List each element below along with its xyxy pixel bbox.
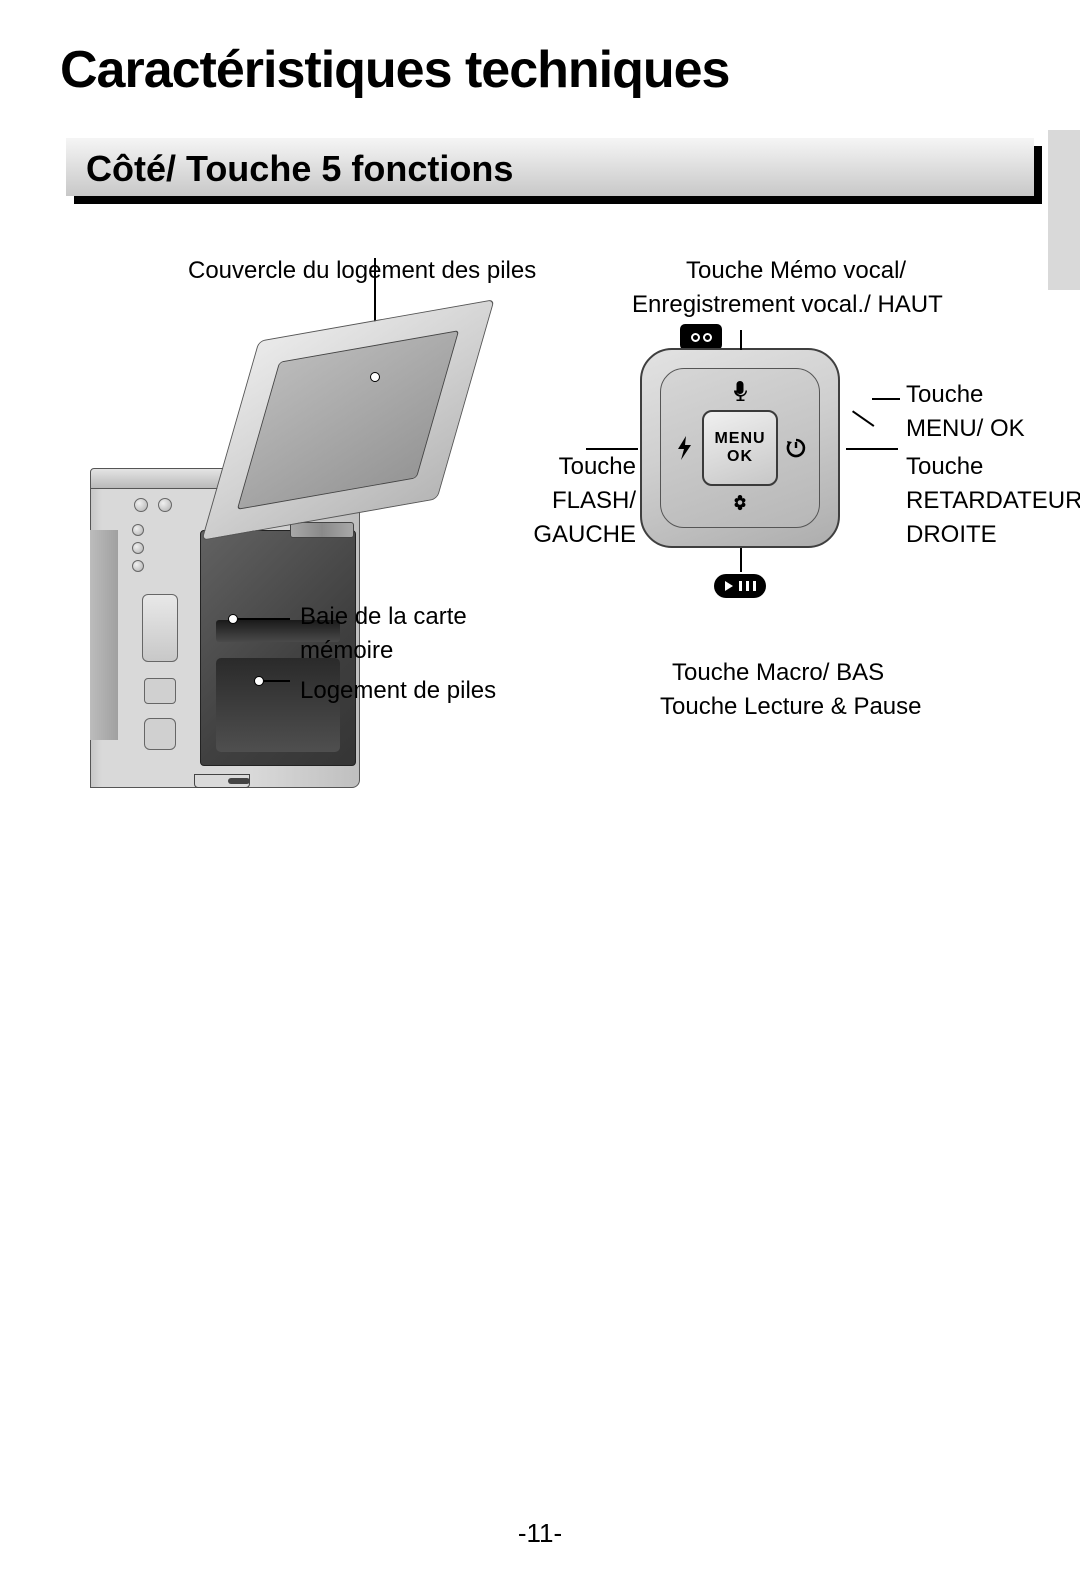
- label-menu-ok-line1: Touche: [906, 378, 983, 412]
- leader-line: [846, 448, 898, 450]
- tape-reel-icon: [703, 333, 712, 342]
- center-label-ok: OK: [727, 448, 753, 466]
- label-macro-bas: Touche Macro/ BAS: [672, 656, 884, 690]
- center-label-menu: MENU: [714, 430, 765, 448]
- flash-icon: [670, 434, 698, 462]
- page-title: Caractéristiques techniques: [60, 40, 729, 100]
- label-timer-line3: DROITE: [906, 518, 997, 552]
- side-tab: [1048, 130, 1080, 290]
- leader-line: [852, 411, 874, 427]
- label-timer-line2: RETARDATEUR/: [906, 484, 1080, 518]
- play-pause-icon: [714, 574, 766, 598]
- callout-dot: [254, 676, 264, 686]
- label-text: Baie de la carte mémoire: [300, 603, 467, 664]
- leader-line: [264, 680, 290, 682]
- section-bar: Côté/ Touche 5 fonctions: [66, 138, 1034, 196]
- label-flash-line1: Touche: [540, 450, 636, 484]
- camera-back-control: [144, 678, 176, 704]
- five-way-button-diagram: MENU OK: [640, 348, 840, 548]
- flower-macro-icon: [726, 490, 754, 518]
- label-card-slot: Baie de la carte mémoire: [300, 600, 500, 668]
- recording-icon: [680, 324, 722, 350]
- tripod-mount: [228, 778, 250, 784]
- camera-side-stripe: [90, 530, 118, 740]
- battery-cover-open: [230, 320, 466, 538]
- label-flash-line2: FLASH/: [540, 484, 636, 518]
- menu-ok-button: MENU OK: [702, 410, 778, 486]
- label-battery-cover: Couvercle du logement des piles: [188, 254, 536, 288]
- page-number: -11-: [0, 1518, 1080, 1549]
- self-timer-icon: [782, 434, 810, 462]
- camera-back-control: [142, 594, 178, 662]
- leader-line: [740, 548, 742, 572]
- label-battery-compartment: Logement de piles: [300, 674, 540, 708]
- leader-line: [872, 398, 900, 400]
- label-voice-memo-line1: Touche Mémo vocal/: [686, 254, 906, 288]
- label-menu-ok-line2: MENU/ OK: [906, 412, 1025, 446]
- pause-bar-icon: [746, 581, 749, 591]
- microphone-icon: [726, 378, 754, 406]
- manual-page: Caractéristiques techniques Côté/ Touche…: [0, 0, 1080, 1585]
- section-heading: Côté/ Touche 5 fonctions: [66, 138, 1034, 190]
- label-timer-line1: Touche: [906, 450, 983, 484]
- slash-icon: [739, 581, 742, 591]
- callout-dot: [228, 614, 238, 624]
- camera-back-button: [158, 498, 172, 512]
- leader-line: [740, 330, 742, 350]
- label-flash-line3: GAUCHE: [528, 518, 636, 552]
- camera-back-button: [134, 498, 148, 512]
- camera-back-button: [132, 560, 144, 572]
- pause-bar-icon: [753, 581, 756, 591]
- camera-back-control: [144, 718, 176, 750]
- camera-back-button: [132, 524, 144, 536]
- tape-reel-icon: [691, 333, 700, 342]
- camera-back-button: [132, 542, 144, 554]
- leader-line: [238, 618, 290, 620]
- label-play-pause: Touche Lecture & Pause: [660, 690, 922, 724]
- play-triangle-icon: [725, 581, 733, 591]
- callout-dot: [370, 372, 380, 382]
- label-voice-memo-line2: Enregistrement vocal./ HAUT: [632, 288, 943, 322]
